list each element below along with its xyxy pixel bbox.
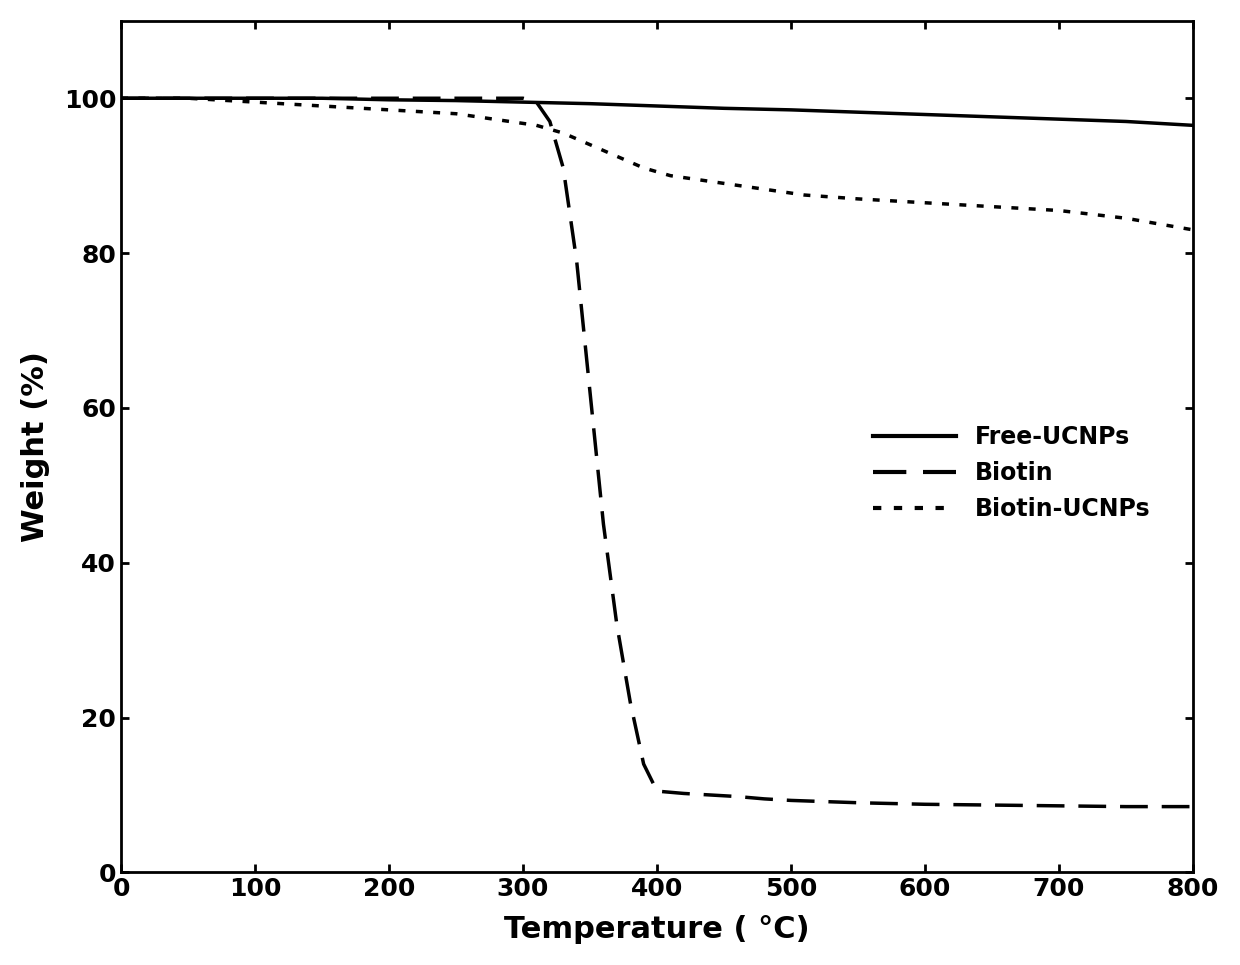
Biotin [542, 116, 557, 127]
Free-UCNPs [181, 93, 196, 104]
Biotin-UCNPs [382, 104, 397, 116]
Biotin-UCNPs [985, 201, 999, 212]
Biotin [596, 518, 611, 530]
Free-UCNPs [784, 104, 799, 116]
Biotin [756, 793, 771, 805]
Free-UCNPs [516, 96, 531, 108]
Free-UCNPs [315, 93, 330, 104]
Free-UCNPs [449, 95, 464, 106]
Y-axis label: Weight (%): Weight (%) [21, 351, 50, 542]
Biotin-UCNPs [556, 127, 570, 139]
Free-UCNPs [382, 94, 397, 105]
Biotin [650, 786, 665, 797]
Biotin [851, 797, 866, 809]
Free-UCNPs [248, 93, 263, 104]
Biotin [382, 93, 397, 104]
Biotin-UCNPs [315, 100, 330, 112]
Biotin [676, 787, 691, 799]
Biotin [315, 93, 330, 104]
Free-UCNPs [918, 109, 932, 121]
Biotin [556, 162, 570, 174]
Biotin-UCNPs [1052, 205, 1066, 216]
Biotin-UCNPs [449, 108, 464, 120]
Biotin [703, 789, 718, 801]
Biotin-UCNPs [114, 93, 129, 104]
Biotin-UCNPs [717, 178, 732, 189]
Biotin [529, 96, 544, 108]
Biotin-UCNPs [663, 170, 678, 181]
Biotin [609, 619, 624, 630]
Biotin-UCNPs [248, 96, 263, 108]
Biotin-UCNPs [744, 181, 759, 193]
Free-UCNPs [985, 111, 999, 123]
Line: Free-UCNPs: Free-UCNPs [122, 98, 1193, 125]
Biotin-UCNPs [689, 174, 704, 185]
Biotin-UCNPs [1185, 224, 1200, 235]
Biotin [114, 93, 129, 104]
Biotin-UCNPs [502, 116, 517, 127]
Line: Biotin: Biotin [122, 98, 1193, 807]
Free-UCNPs [717, 102, 732, 114]
Biotin [248, 93, 263, 104]
Free-UCNPs [650, 100, 665, 112]
Biotin [622, 697, 637, 708]
Biotin-UCNPs [609, 151, 624, 162]
Free-UCNPs [1052, 113, 1066, 124]
Biotin-UCNPs [583, 139, 598, 151]
Biotin [516, 93, 531, 104]
Biotin-UCNPs [529, 120, 544, 131]
Biotin [636, 758, 651, 770]
Biotin [985, 799, 999, 811]
Line: Biotin-UCNPs: Biotin-UCNPs [122, 98, 1193, 230]
Biotin [1185, 801, 1200, 813]
Biotin-UCNPs [797, 189, 812, 201]
Biotin [918, 798, 932, 810]
Biotin-UCNPs [1118, 212, 1133, 224]
Biotin-UCNPs [475, 112, 490, 124]
Legend: Free-UCNPs, Biotin, Biotin-UCNPs: Free-UCNPs, Biotin, Biotin-UCNPs [864, 416, 1159, 531]
Biotin-UCNPs [636, 162, 651, 174]
Free-UCNPs [114, 93, 129, 104]
Free-UCNPs [583, 97, 598, 109]
Biotin [1052, 800, 1066, 812]
Biotin-UCNPs [770, 185, 785, 197]
Biotin [1118, 801, 1133, 813]
Biotin [784, 794, 799, 806]
X-axis label: Temperature ( °C): Temperature ( °C) [505, 915, 810, 944]
Biotin [449, 93, 464, 104]
Biotin [181, 93, 196, 104]
Biotin [569, 255, 584, 266]
Biotin-UCNPs [181, 93, 196, 104]
Biotin [583, 387, 598, 399]
Biotin-UCNPs [851, 193, 866, 205]
Free-UCNPs [1185, 120, 1200, 131]
Biotin-UCNPs [918, 197, 932, 208]
Free-UCNPs [1118, 116, 1133, 127]
Free-UCNPs [851, 106, 866, 118]
Biotin [730, 790, 745, 802]
